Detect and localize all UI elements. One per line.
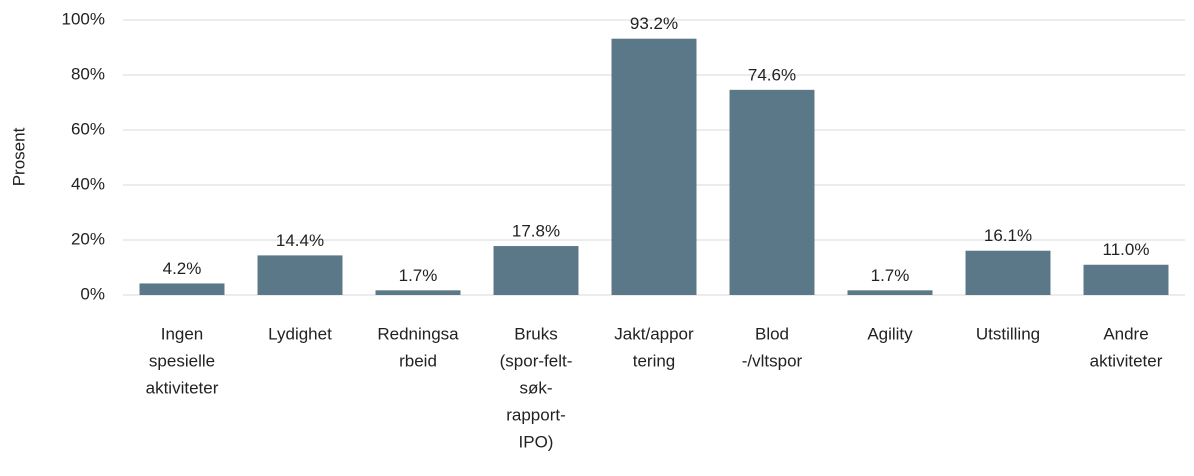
data-label: 1.7% bbox=[399, 266, 438, 285]
data-label: 17.8% bbox=[512, 222, 560, 241]
bar bbox=[847, 290, 933, 295]
data-label: 16.1% bbox=[984, 226, 1032, 245]
x-tick-label: rbeid bbox=[399, 351, 437, 370]
bar bbox=[611, 38, 697, 295]
y-tick-label: 0% bbox=[80, 284, 105, 303]
x-tick-label: (spor-felt- bbox=[500, 351, 573, 370]
bar bbox=[965, 250, 1051, 295]
x-tick-label: Jakt/appor bbox=[614, 324, 694, 343]
data-label: 4.2% bbox=[163, 259, 202, 278]
data-label: 11.0% bbox=[1103, 240, 1150, 259]
x-tick-label: Agility bbox=[867, 324, 913, 343]
x-tick-label: Ingen bbox=[161, 324, 204, 343]
x-tick-label: Andre bbox=[1103, 324, 1148, 343]
data-label: 93.2% bbox=[630, 14, 678, 33]
x-tick-label: Blod bbox=[755, 324, 789, 343]
bar bbox=[729, 89, 815, 295]
bar bbox=[1083, 264, 1169, 295]
y-tick-label: 100% bbox=[62, 9, 105, 28]
bar bbox=[139, 283, 225, 295]
y-tick-label: 20% bbox=[71, 229, 105, 248]
bar bbox=[493, 246, 579, 295]
data-label: 1.7% bbox=[871, 266, 910, 285]
x-tick-label: Redningsa bbox=[377, 324, 459, 343]
data-label: 74.6% bbox=[748, 65, 796, 84]
y-tick-label: 40% bbox=[71, 174, 105, 193]
x-tick-label: Bruks bbox=[514, 324, 557, 343]
data-label: 14.4% bbox=[276, 231, 324, 250]
x-tick-label: tering bbox=[633, 351, 676, 370]
y-tick-label: 60% bbox=[71, 119, 105, 138]
y-axis-label: Prosent bbox=[9, 127, 28, 186]
x-tick-label: Utstilling bbox=[976, 324, 1040, 343]
bar bbox=[375, 290, 461, 295]
x-tick-label: spesielle bbox=[149, 351, 215, 370]
y-tick-label: 80% bbox=[71, 64, 105, 83]
bar bbox=[257, 255, 343, 295]
x-tick-label: aktiviteter bbox=[146, 378, 219, 397]
x-tick-label: rapport- bbox=[506, 405, 566, 424]
x-tick-label: aktiviteter bbox=[1090, 351, 1163, 370]
x-tick-label: -/vltspor bbox=[742, 351, 803, 370]
x-tick-label: IPO) bbox=[519, 432, 554, 451]
x-tick-label: Lydighet bbox=[268, 324, 332, 343]
x-tick-label: søk- bbox=[519, 378, 552, 397]
